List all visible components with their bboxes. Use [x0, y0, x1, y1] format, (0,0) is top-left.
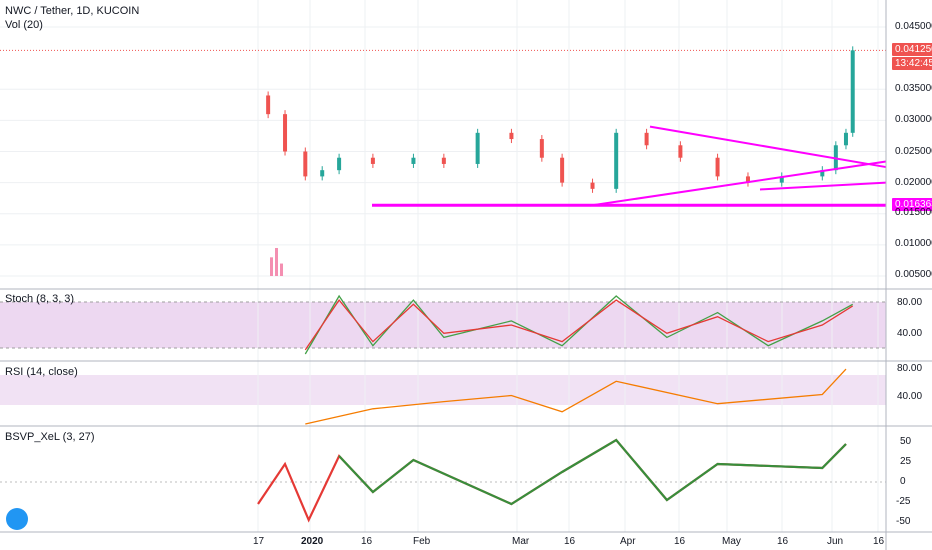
level-price-tag: 0.016363 — [892, 198, 932, 211]
candle-body — [560, 157, 565, 183]
bsvp-pane — [0, 438, 886, 523]
bsvp-tick: -50 — [896, 516, 911, 527]
time-tick: 2020 — [301, 536, 324, 547]
candle-body — [370, 157, 375, 164]
time-tick: Jun — [827, 536, 844, 547]
candle-body — [303, 151, 308, 177]
candle-body — [820, 170, 825, 177]
candle-body — [266, 95, 271, 115]
stoch-pane — [0, 294, 886, 355]
time-tick: Feb — [413, 536, 431, 547]
candle-body — [337, 157, 342, 171]
bsvp-line-green — [338, 438, 847, 506]
volume-bar — [280, 263, 283, 276]
pane-backgrounds — [0, 302, 886, 405]
candle-body — [614, 132, 619, 189]
candle-body — [539, 139, 544, 158]
candle-body — [843, 132, 848, 146]
rsi-band — [0, 375, 886, 405]
candle-body — [441, 157, 446, 164]
time-tick: 16 — [674, 536, 686, 547]
candle-body — [509, 132, 514, 140]
rsi-tick: 80.00 — [897, 363, 923, 374]
time-tick: 17 — [253, 536, 265, 547]
candle-body — [283, 114, 288, 152]
rsi-tick: 40.00 — [897, 391, 923, 402]
time-tick: 16 — [777, 536, 789, 547]
candle-body — [779, 176, 784, 183]
volume-bar — [275, 247, 278, 276]
tradingview-logo[interactable] — [6, 508, 28, 530]
time-tick: May — [722, 536, 741, 547]
last-price-tag: 0.041250 — [892, 43, 932, 56]
bsvp-line-red — [257, 438, 847, 523]
candle-body — [411, 157, 416, 164]
candle-body — [320, 170, 325, 177]
volume-bar — [270, 257, 273, 276]
countdown-tag: 13:42:45 — [892, 57, 932, 70]
time-tick: 16 — [361, 536, 373, 547]
stoch-d-line — [304, 299, 854, 351]
trendline-lower — [589, 160, 887, 207]
stoch-title: Stoch (8, 3, 3) — [5, 293, 75, 305]
bsvp-tick: -25 — [896, 496, 911, 507]
stoch-tick: 40.00 — [897, 328, 923, 339]
rsi-line — [305, 368, 847, 425]
bsvp-tick: 50 — [900, 436, 912, 447]
candle-body — [644, 132, 649, 146]
time-tick: Mar — [512, 536, 530, 547]
stoch-tick: 80.00 — [897, 297, 923, 308]
candle-body — [678, 145, 683, 158]
bsvp-tick: 25 — [900, 456, 912, 467]
candle-body — [475, 132, 480, 164]
vol-label: Vol (20) — [5, 19, 43, 31]
candle-body — [850, 50, 855, 133]
time-tick: Apr — [620, 536, 636, 547]
grid — [257, 0, 879, 532]
candle-body — [745, 176, 750, 183]
stoch-band — [0, 302, 886, 348]
stoch-k-line — [304, 294, 854, 355]
time-tick: 16 — [564, 536, 576, 547]
bsvp-title: BSVP_XeL (3, 27) — [5, 431, 95, 443]
candle-body — [715, 157, 720, 177]
bsvp-tick: 0 — [900, 476, 906, 487]
rsi-pane — [305, 368, 847, 425]
time-tick: 16 — [873, 536, 885, 547]
trendline-upper — [649, 125, 887, 169]
price-pane — [0, 26, 887, 277]
candle-body — [590, 182, 595, 189]
chart-title: NWC / Tether, 1D, KUCOIN — [5, 5, 140, 17]
price-tick: 0.005000 — [895, 269, 932, 280]
rsi-title: RSI (14, close) — [5, 366, 78, 378]
trendline-mid — [759, 181, 887, 191]
